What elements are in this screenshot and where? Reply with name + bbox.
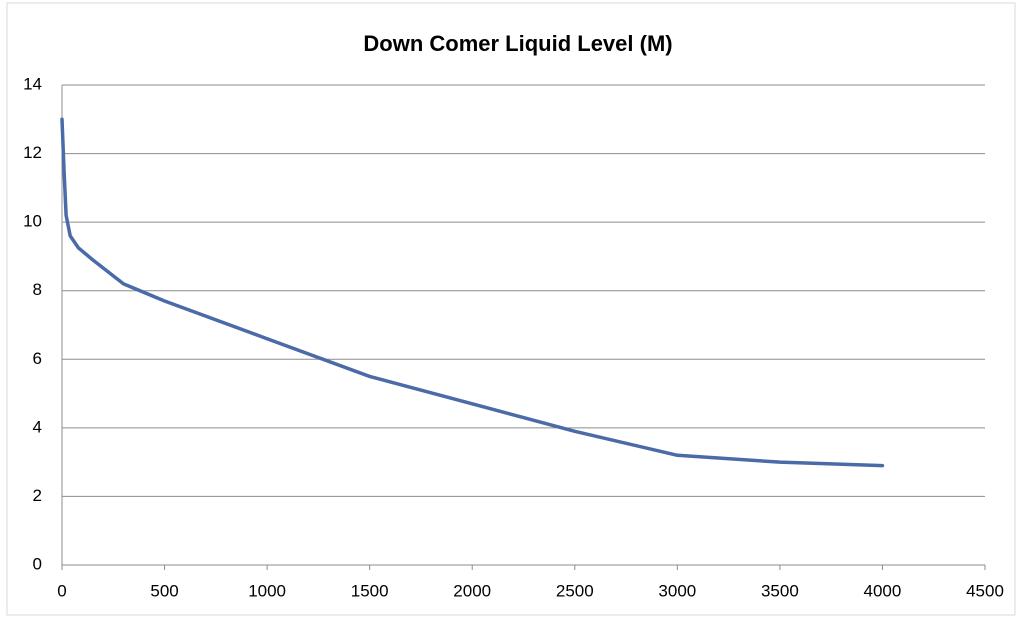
x-tick-label: 2000	[453, 581, 491, 600]
x-tick-label: 1000	[248, 581, 286, 600]
chart-title: Down Comer Liquid Level (M)	[363, 31, 672, 56]
y-tick-label: 4	[33, 417, 42, 436]
y-tick-label: 8	[33, 280, 42, 299]
y-tick-label: 14	[23, 74, 42, 93]
x-tick-label: 2500	[556, 581, 594, 600]
x-tick-label: 1500	[351, 581, 389, 600]
x-tick-label: 3500	[761, 581, 799, 600]
x-tick-label: 4000	[864, 581, 902, 600]
y-tick-label: 10	[23, 212, 42, 231]
x-tick-label: 4500	[966, 581, 1004, 600]
x-tick-label: 0	[57, 581, 66, 600]
y-tick-label: 2	[33, 486, 42, 505]
x-tick-label: 500	[150, 581, 178, 600]
x-tick-label: 3000	[658, 581, 696, 600]
data-line	[60, 117, 885, 468]
y-tick-label: 0	[33, 554, 42, 573]
y-tick-label: 12	[23, 143, 42, 162]
chart-frame	[6, 2, 1016, 616]
y-tick-label: 6	[33, 349, 42, 368]
